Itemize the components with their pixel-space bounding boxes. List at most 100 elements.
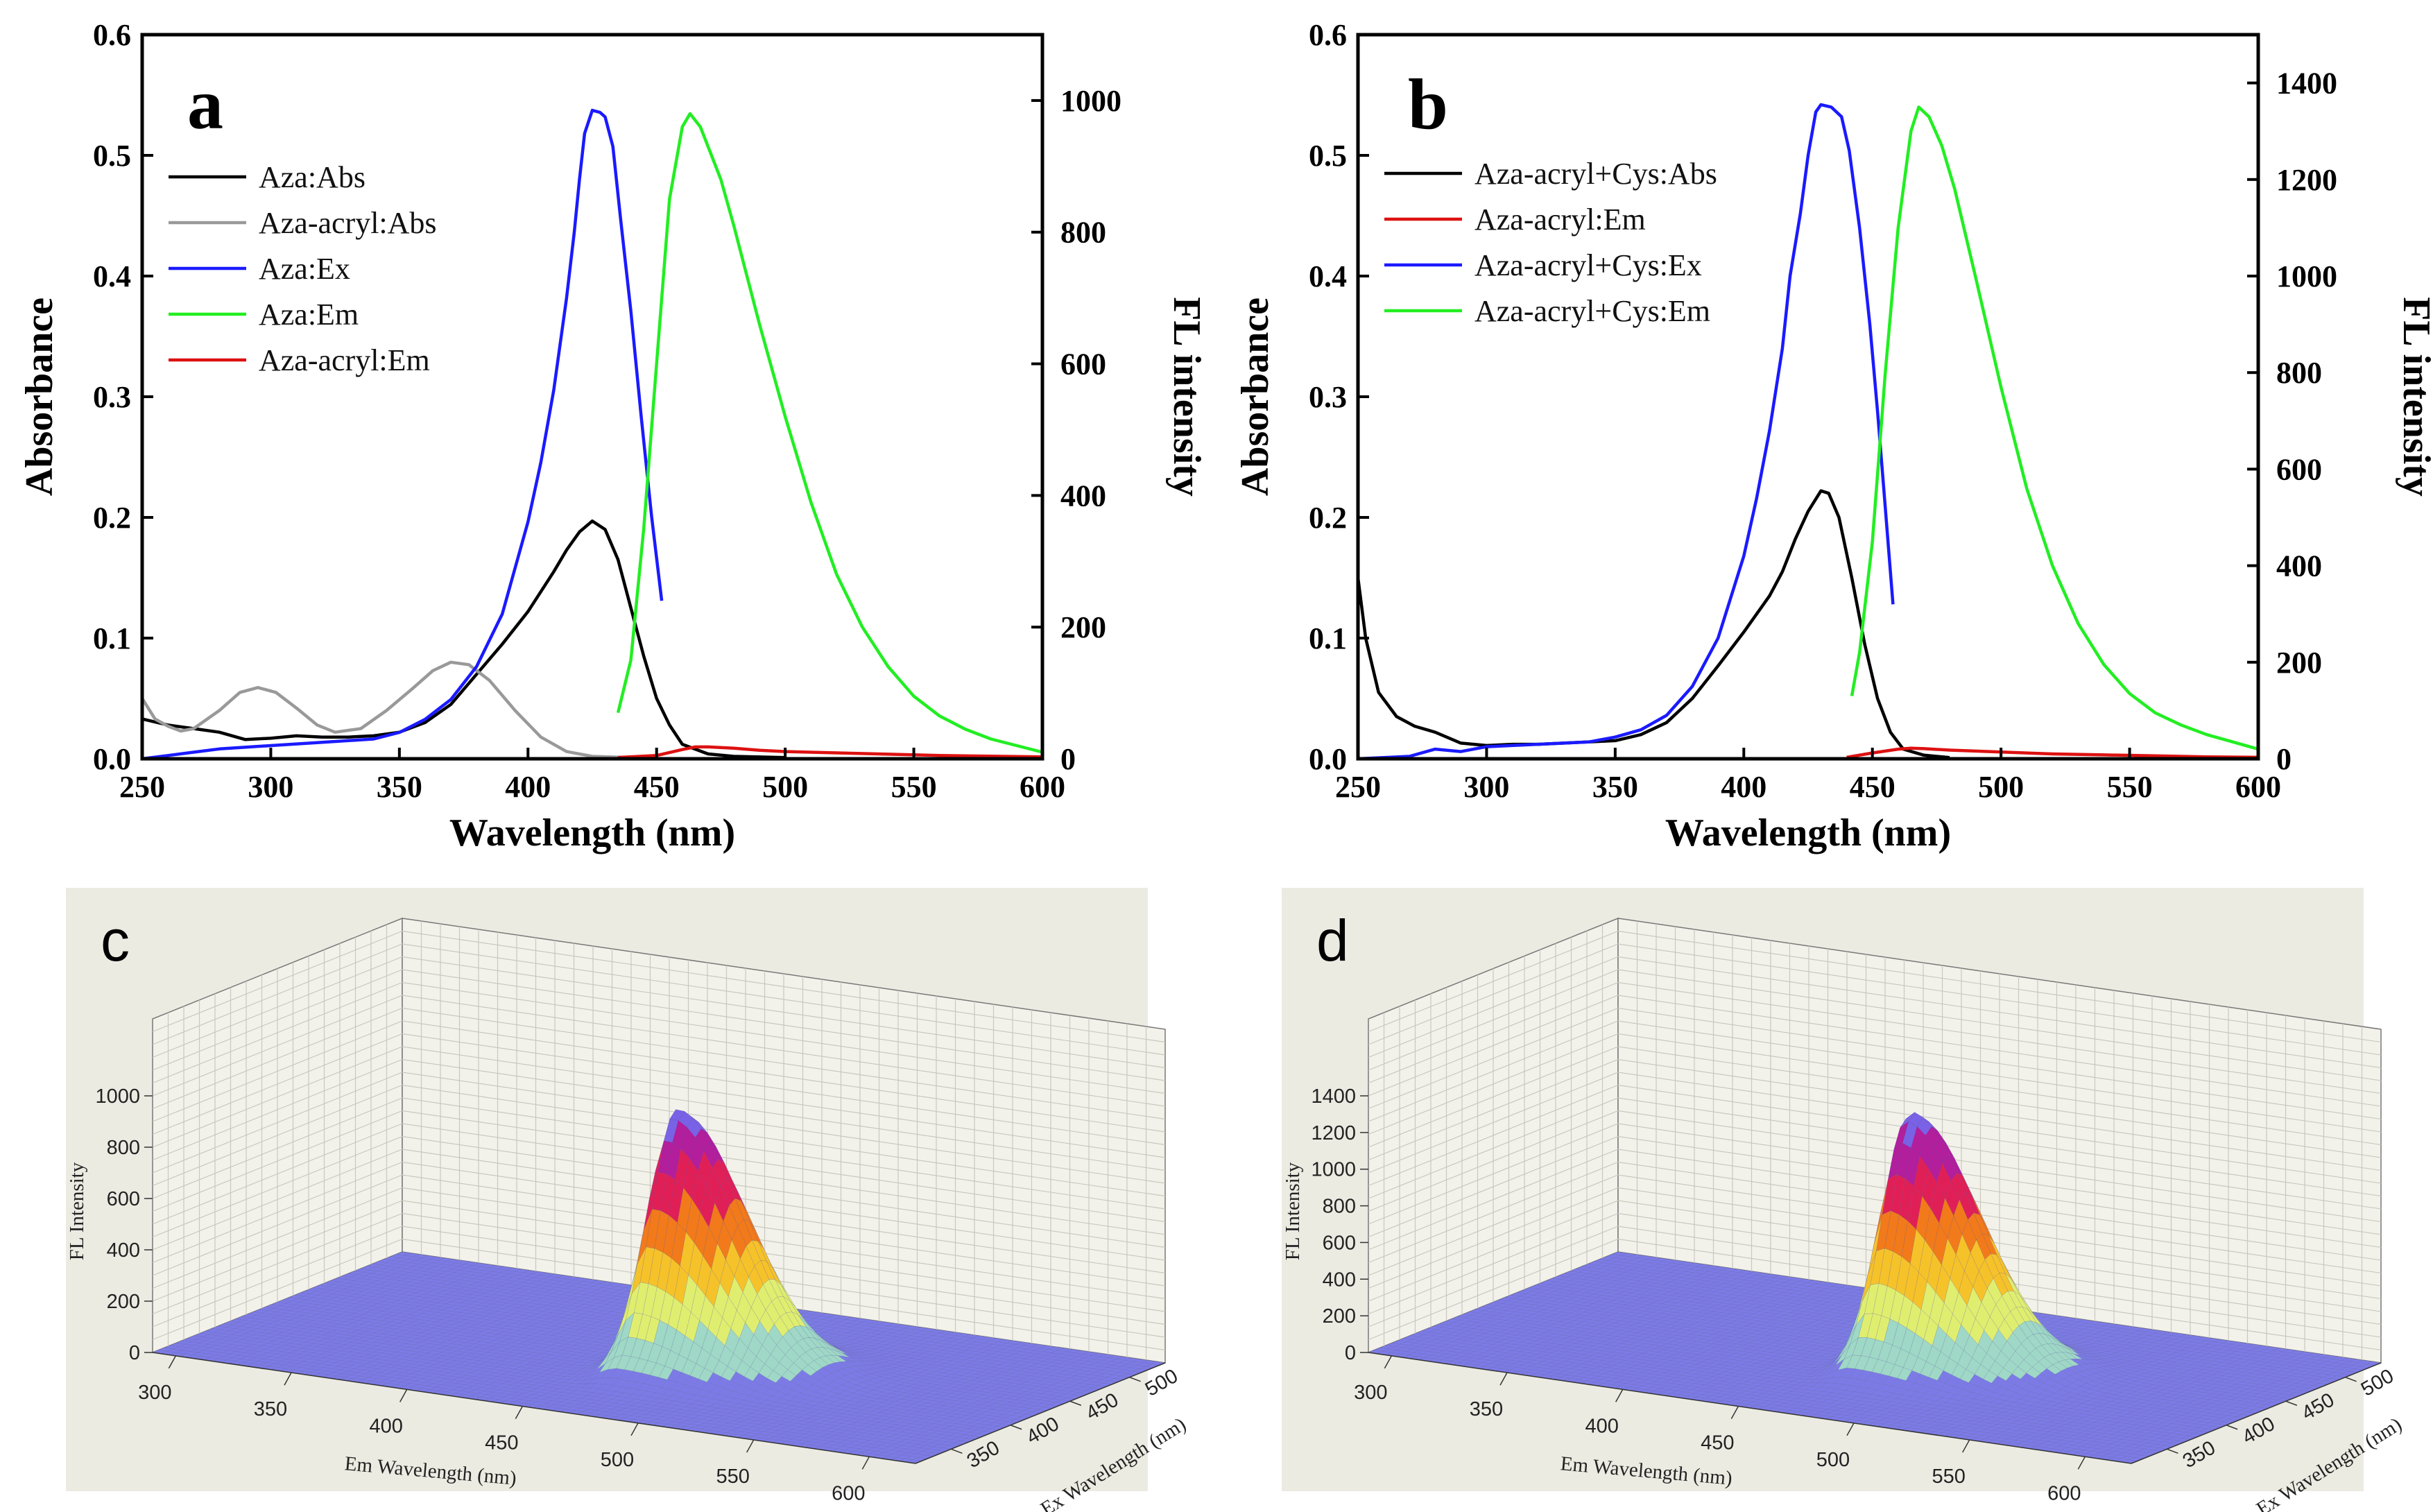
y-tick-label: 0.2 (1309, 501, 1347, 535)
legend-label: Aza-acryl+Cys:Abs (1475, 157, 1717, 191)
z-tick-label: 1000 (95, 1085, 140, 1108)
y2-tick-label: 1000 (1060, 84, 1121, 118)
wall-grid-line (152, 969, 1166, 1081)
y2-tick-label: 1200 (2276, 163, 2337, 197)
x-tick-label: 500 (762, 770, 808, 804)
z-tick-label: 200 (107, 1291, 140, 1313)
legend-label: Aza-acryl:Abs (259, 206, 437, 240)
panel-b-line-chart: 250 300 350 400 450 500 550 6000.00.10.20.30.40… (1234, 18, 2433, 854)
legend-label: Aza-acryl+Cys:Em (1475, 294, 1710, 328)
x-tick-label: 250 (1335, 770, 1381, 804)
wall-grid-line (152, 1020, 1166, 1133)
x-tick-label: 300 (248, 770, 293, 804)
x-tick-label: 450 (634, 770, 680, 804)
series-line-0 (1356, 489, 1950, 759)
x-tick-label: 350 (377, 770, 422, 804)
y2-tick-label: 200 (1060, 610, 1106, 644)
legend-label: Aza-acryl:Em (1475, 203, 1646, 237)
z-tick-label: 0 (129, 1342, 140, 1364)
y-tick-label: 0.4 (1309, 259, 1347, 293)
series-line-1 (141, 660, 631, 759)
y-tick-label: 0.6 (93, 18, 131, 52)
wall-grid-line (152, 1135, 1166, 1248)
y-tick-label: 0.1 (93, 621, 131, 655)
x-axis-title: Wavelength (nm) (449, 811, 735, 854)
plot-frame (1356, 33, 2260, 761)
z-tick-label: 400 (107, 1239, 140, 1262)
y-axis-title: Absorbance (18, 298, 61, 496)
x-tick-label: 300 (1463, 770, 1509, 804)
em-tick-label: 300 (138, 1382, 171, 1404)
wall-grid-line (152, 1058, 1166, 1171)
wall-grid-line (152, 1110, 1166, 1223)
wall-grid-line (152, 1161, 1166, 1274)
y-tick-label: 0.5 (93, 139, 131, 173)
legend-label: Aza:Em (259, 298, 359, 332)
plot-frame (140, 33, 1044, 761)
wall-grid-line (152, 1200, 1166, 1312)
wall-grid-line (152, 1123, 1166, 1235)
wall-grid-line (152, 1084, 1166, 1197)
wall-grid-line (152, 1007, 1166, 1120)
em-tick-label: 400 (369, 1415, 402, 1437)
panel-letter: a (187, 65, 223, 144)
series-line-2 (141, 108, 664, 761)
wall-grid-line (152, 1046, 1166, 1158)
x-tick-label: 550 (2107, 770, 2153, 804)
y-tick-label: 0.0 (93, 742, 131, 776)
x-tick-label: 400 (505, 770, 551, 804)
y-tick-label: 0.2 (93, 501, 131, 535)
y-tick-label: 0.0 (1309, 742, 1347, 776)
x-axis-title: Wavelength (nm) (1665, 811, 1951, 854)
y2-tick-label: 400 (1060, 479, 1106, 513)
y2-axis-title: FL intensity (1165, 297, 1208, 497)
wall-grid-line (152, 1072, 1166, 1184)
y-tick-label: 0.3 (93, 380, 131, 414)
series-line-0 (141, 519, 786, 759)
x-tick-label: 250 (119, 770, 165, 804)
y2-tick-label: 0 (2276, 742, 2292, 776)
wall-grid-line (152, 1226, 1166, 1338)
legend-label: Aza-acryl:Em (259, 343, 430, 377)
y-tick-label: 0.5 (1309, 139, 1347, 173)
em-tick-label: 350 (254, 1398, 287, 1420)
y2-tick-label: 1000 (2276, 259, 2337, 293)
y-tick-label: 0.3 (1309, 380, 1347, 414)
x-tick-label: 450 (1850, 770, 1895, 804)
legend-label: Aza:Abs (259, 160, 366, 194)
y2-tick-label: 0 (1060, 742, 1076, 776)
em-tick-label: 450 (485, 1432, 518, 1454)
em-tick-label: 550 (716, 1466, 749, 1488)
wall-grid-line (152, 1149, 1166, 1261)
x-tick-label: 550 (891, 770, 937, 804)
y2-tick-label: 600 (2276, 452, 2322, 486)
wall-grid-line (152, 981, 1166, 1094)
wall-grid-line (152, 1187, 1166, 1300)
series-line-2 (1357, 103, 1895, 761)
y2-tick-label: 1400 (2276, 67, 2337, 101)
y2-tick-label: 800 (1060, 216, 1106, 250)
panel-letter: c (101, 908, 130, 973)
wall-grid-line (152, 1174, 1166, 1287)
legend-label: Aza-acryl+Cys:Ex (1475, 248, 1702, 282)
y-tick-label: 0.1 (1309, 621, 1347, 655)
wall-grid-line (152, 930, 1166, 1043)
wall-grid-line (152, 943, 1166, 1056)
panel-letter: b (1408, 65, 1448, 144)
wall-grid-line (152, 995, 1166, 1107)
wall-grid-line (152, 956, 1166, 1069)
panel-a-line-chart: 250 300 350 400 450 500 550 600 0.0 0.1 0.2 0.3 0.4 0… (18, 18, 1208, 854)
y2-tick-label: 800 (2276, 356, 2322, 390)
series-line-4 (617, 745, 1043, 759)
z-axis-title: FL Intensity (66, 1162, 88, 1260)
y2-tick-label: 600 (1060, 347, 1106, 381)
x-tick-label: 600 (2235, 770, 2281, 804)
series-line-1 (1846, 746, 2259, 759)
y2-tick-label: 400 (2276, 549, 2322, 583)
y2-axis-title: FL intensity (2395, 297, 2433, 497)
z-tick-label: 600 (107, 1188, 140, 1210)
y-tick-label: 0.4 (93, 259, 131, 293)
